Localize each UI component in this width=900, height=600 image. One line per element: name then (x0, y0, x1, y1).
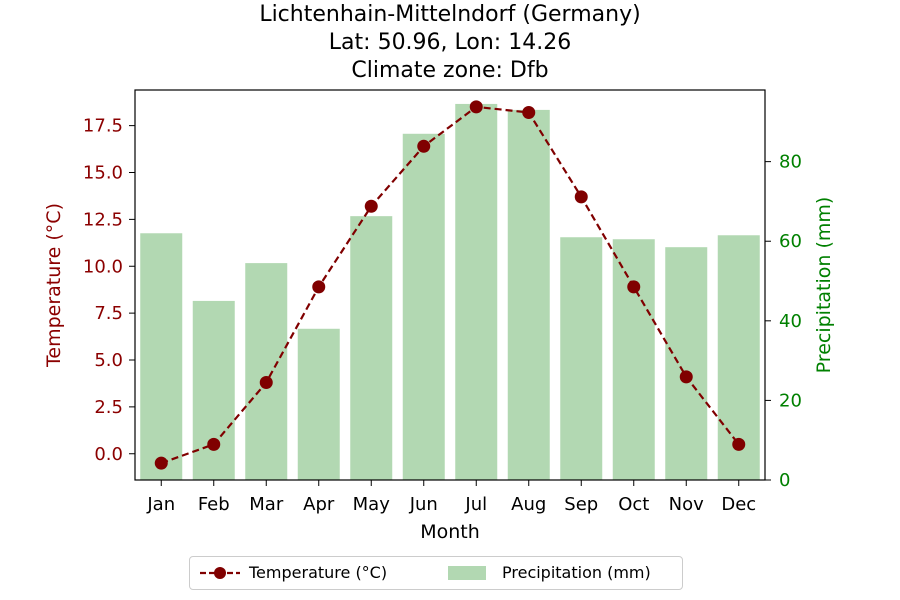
precipitation-bar-sep (560, 237, 603, 480)
precipitation-bar-oct (612, 239, 655, 480)
precipitation-bars (140, 103, 760, 481)
temperature-line (160, 105, 740, 465)
temperature-point-oct (627, 280, 641, 294)
legend-label-precipitation: Precipitation (mm) (502, 563, 651, 582)
left-y-tick-label: 12.5 (83, 209, 123, 230)
x-tick-label-mar: Mar (249, 494, 284, 515)
legend-swatch-precipitation (448, 566, 486, 580)
right-y-axis-label: Precipitation (mm) (813, 197, 835, 374)
left-y-tick-label: 15.0 (83, 163, 123, 184)
temperature-line-layer (154, 100, 746, 470)
legend-label-temperature: Temperature (°C) (249, 563, 388, 582)
precipitation-bar-jan (140, 233, 183, 480)
x-tick-label-jul: Jul (464, 494, 487, 515)
temperature-point-jul (469, 100, 483, 114)
temperature-point-may (364, 199, 378, 213)
precipitation-bar-jun (402, 133, 445, 480)
legend-swatch-temperature (200, 567, 240, 579)
right-y-axis-ticks: 0 20 40 60 80 (765, 152, 802, 491)
left-y-tick-label: 2.5 (94, 397, 123, 418)
x-axis-label: Month (420, 521, 480, 543)
x-tick-label-aug: Aug (511, 494, 546, 515)
temperature-point-jun (417, 139, 431, 153)
x-axis-ticks: Jan Feb Mar Apr May Jun Jul Aug Sep Oct Nov Dec (146, 480, 756, 515)
temperature-point-aug (522, 106, 536, 119)
precipitation-bar-apr (297, 328, 340, 480)
right-y-tick-label: 40 (779, 311, 802, 332)
precipitation-bar-may (350, 216, 393, 480)
x-tick-label-apr: Apr (303, 494, 335, 515)
chart-title-line-3: Climate zone: Dfb (351, 58, 549, 83)
temperature-point-apr (312, 280, 326, 294)
precipitation-bar-feb (192, 300, 235, 480)
temperature-point-feb (207, 437, 221, 451)
left-y-tick-label: 7.5 (94, 303, 123, 324)
right-y-tick-label: 60 (779, 231, 802, 252)
precipitation-bar-mar (245, 263, 288, 480)
x-tick-label-dec: Dec (721, 494, 756, 515)
temperature-point-jan (154, 456, 168, 470)
precipitation-bar-aug (507, 109, 550, 481)
temperature-point-nov (679, 370, 693, 384)
left-y-axis-ticks: 0.0 2.5 5.0 7.5 10.0 12.5 15.0 17.5 (83, 116, 135, 465)
left-y-tick-label: 17.5 (83, 116, 123, 137)
x-tick-label-jun: Jun (409, 494, 438, 515)
left-y-tick-label: 10.0 (83, 256, 123, 277)
x-tick-label-feb: Feb (198, 494, 230, 515)
x-tick-label-oct: Oct (618, 494, 649, 515)
right-y-tick-label: 0 (779, 470, 790, 491)
precipitation-bar-nov (665, 247, 708, 480)
precipitation-bar-jul (455, 103, 498, 480)
x-tick-label-may: May (353, 494, 391, 515)
x-tick-label-sep: Sep (564, 494, 598, 515)
x-tick-label-nov: Nov (669, 494, 704, 515)
chart-title-line-1: Lichtenhain-Mittelndorf (Germany) (259, 2, 641, 27)
left-y-axis-label: Temperature (°C) (43, 203, 65, 368)
right-y-tick-label: 20 (779, 390, 802, 411)
x-tick-label-jan: Jan (146, 494, 175, 515)
plot-frame (134, 89, 766, 481)
left-y-tick-label: 0.0 (94, 444, 123, 465)
temperature-point-sep (574, 190, 588, 204)
chart-title-line-2: Lat: 50.96, Lon: 14.26 (328, 30, 572, 55)
left-y-tick-label: 5.0 (94, 350, 123, 371)
temperature-point-dec (732, 437, 746, 451)
right-y-tick-label: 80 (779, 152, 802, 173)
legend: Temperature (°C) Precipitation (mm) (189, 556, 683, 590)
temperature-point-mar (259, 376, 273, 389)
